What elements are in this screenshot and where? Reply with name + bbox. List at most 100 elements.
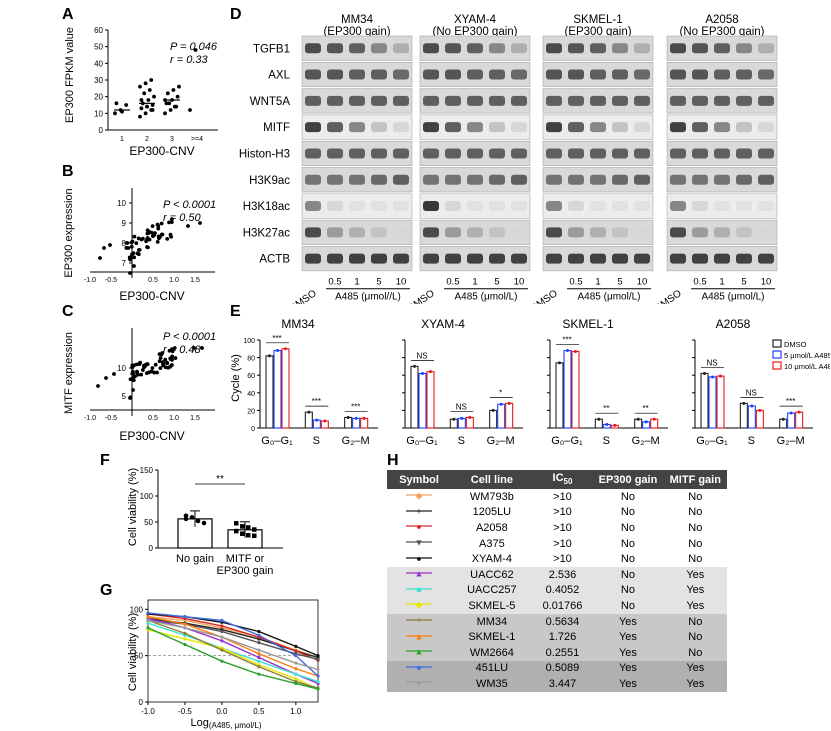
e-phase-label: S xyxy=(603,435,610,447)
panel-c-p: P < 0.0001 xyxy=(163,331,216,343)
cell-line-cell: A2058 xyxy=(475,521,508,534)
e-sig: *** xyxy=(272,334,281,343)
c-point xyxy=(134,362,139,367)
c-point xyxy=(139,372,144,377)
ic50-cell: >10 xyxy=(553,521,572,534)
e-sig: *** xyxy=(562,336,571,345)
a-point xyxy=(164,101,169,106)
blot-band xyxy=(349,148,365,159)
blot-band xyxy=(758,253,774,264)
g-point xyxy=(257,641,261,645)
e-point xyxy=(307,410,311,414)
c-point xyxy=(133,374,137,379)
blot-band xyxy=(393,148,409,159)
e-bar xyxy=(708,376,717,429)
c-point xyxy=(128,377,133,382)
a-point xyxy=(113,111,117,116)
blot-band xyxy=(511,69,527,80)
g-point xyxy=(146,618,150,622)
f-ytick-label: 0 xyxy=(149,544,154,553)
panel-c-ylabel: MITF expression xyxy=(63,332,75,414)
e-sig: * xyxy=(499,388,502,397)
e-legend-swatch xyxy=(772,361,782,370)
blot-band xyxy=(736,69,752,80)
g-xtick-label: 1.0 xyxy=(290,707,302,716)
d-protein-label: WNT5A xyxy=(250,96,291,108)
blot-band xyxy=(305,148,321,159)
a-ytick-label: 50 xyxy=(94,43,103,52)
e-point xyxy=(797,410,801,414)
ic50-cell: 0.4052 xyxy=(545,584,580,597)
f-point xyxy=(240,524,245,529)
e-point xyxy=(719,374,722,378)
e-point xyxy=(315,418,319,422)
g-series-line xyxy=(147,628,319,690)
blot-band xyxy=(670,69,686,80)
blot-band xyxy=(736,227,752,238)
g-series-line xyxy=(147,622,319,683)
c-xtick-label: 1.0 xyxy=(169,415,179,422)
blot-band xyxy=(568,201,584,212)
blot-band xyxy=(349,201,365,212)
mitf-cell: No xyxy=(688,646,703,659)
blot-band xyxy=(590,122,606,133)
symbol-cell: ▲ xyxy=(387,645,451,661)
blot-band xyxy=(714,122,730,133)
panel-b-xticks: -1.0 -0.5 0.5 1.0 1.5 xyxy=(84,277,200,284)
e-bar xyxy=(787,412,796,429)
ep300-cell: No xyxy=(620,599,635,612)
blot-band xyxy=(634,174,650,185)
blot-band xyxy=(305,43,321,54)
panel-b-points xyxy=(98,217,202,275)
e-phase-label: G₂–M xyxy=(777,435,805,447)
f-point xyxy=(234,528,239,534)
d-treatment-label: A485 (μmol//L) xyxy=(335,292,401,303)
d-lane-dose: 0.5 xyxy=(446,277,459,288)
ic50-cell: 0.5634 xyxy=(545,615,580,628)
symbol-cell: ▲ xyxy=(387,629,451,645)
e-point xyxy=(268,354,271,358)
g-point xyxy=(220,635,224,639)
blot-band xyxy=(714,227,730,238)
e-point xyxy=(711,375,714,379)
e-point xyxy=(323,419,327,423)
e-point xyxy=(566,349,569,353)
e-point xyxy=(362,416,366,420)
e-phase-label: G₀–G₁ xyxy=(406,435,438,447)
c-point xyxy=(143,362,148,367)
svg-text:▲: ▲ xyxy=(415,647,424,657)
f-ytick-label: 50 xyxy=(144,518,153,527)
a-point xyxy=(120,109,124,114)
f-point xyxy=(183,516,189,522)
symbol-cell: ● xyxy=(387,661,451,677)
mitf-cell: No xyxy=(688,490,703,503)
e-ytick-label: 0 xyxy=(251,426,255,433)
g-point xyxy=(294,661,298,665)
col-header-ic50: IC50 xyxy=(533,470,593,489)
e-sig: *** xyxy=(351,402,360,411)
b-point xyxy=(108,243,112,247)
blot-band xyxy=(758,174,774,185)
blot-band xyxy=(489,122,505,133)
d-treatment-label: A485 (μmol/L) xyxy=(577,292,640,303)
symbol-cell: + xyxy=(387,614,451,630)
mitf-cell: No xyxy=(688,521,703,534)
blot-band xyxy=(371,148,387,159)
svg-text:+: + xyxy=(416,506,421,516)
b-point xyxy=(124,246,129,250)
e-point xyxy=(574,349,577,353)
blot-band xyxy=(612,201,628,212)
d-treatment-label: A485 (μmol/L) xyxy=(701,292,764,303)
g-point xyxy=(294,649,298,653)
d-lane-dose: 5 xyxy=(741,277,746,288)
g-ytick-label: 0 xyxy=(139,698,144,707)
blot-band xyxy=(590,253,606,264)
symbol-cell: ● xyxy=(387,676,451,692)
blot-band xyxy=(305,174,321,185)
d-lane-dose: 5 xyxy=(617,277,622,288)
c-point xyxy=(128,396,132,400)
blot-band xyxy=(371,227,387,238)
e-sig: NS xyxy=(746,388,757,397)
blot-band xyxy=(758,43,774,54)
panel-a-r: r = 0.33 xyxy=(170,54,208,66)
